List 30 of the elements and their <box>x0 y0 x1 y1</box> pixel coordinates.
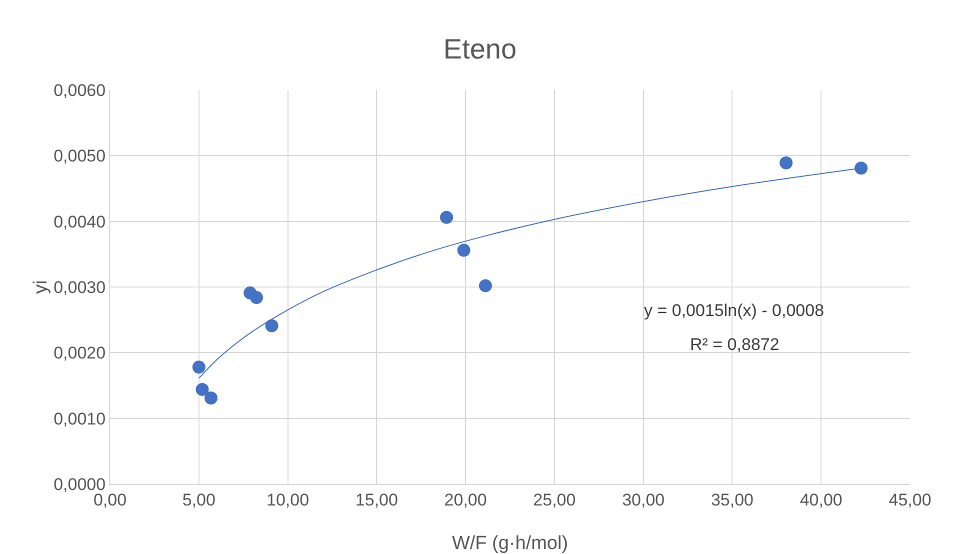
point <box>250 291 263 304</box>
x-tick-label: 40,00 <box>800 490 842 510</box>
x-tick-label: 15,00 <box>355 490 398 510</box>
point <box>265 319 278 332</box>
y-tick-label: 0,0010 <box>54 409 106 428</box>
point <box>196 382 209 396</box>
annotation: y = 0,0015ln(x) - 0,0008 <box>644 301 824 320</box>
point <box>204 391 218 404</box>
y-tick-label: 0,0050 <box>54 146 106 166</box>
point <box>854 162 868 175</box>
x-tick-label: 25,00 <box>533 490 576 510</box>
y-tick-label: 0,0020 <box>54 344 106 363</box>
y-tick-label: 0,0030 <box>54 278 106 297</box>
point <box>457 244 470 257</box>
y-tick-label: 0,0040 <box>54 212 106 232</box>
x-axis-title: W/F (g·h/mol) <box>452 533 568 554</box>
y-tick-label: 0,0060 <box>54 80 106 100</box>
x-tick-label: 35,00 <box>710 490 754 510</box>
x-tick-label: 20,00 <box>444 490 487 510</box>
x-tick-label: 5,00 <box>182 490 216 510</box>
point <box>780 156 793 170</box>
x-tick-label: 45,00 <box>888 490 932 510</box>
x-tick-label: 10,00 <box>266 490 310 510</box>
chart-title: Eteno <box>443 33 517 64</box>
x-tick-label: 30,00 <box>622 490 665 510</box>
y-axis-title: yi <box>30 280 52 294</box>
point <box>478 279 492 292</box>
point <box>440 210 454 224</box>
point <box>192 360 206 374</box>
annotation: R² = 0,8872 <box>690 335 780 354</box>
